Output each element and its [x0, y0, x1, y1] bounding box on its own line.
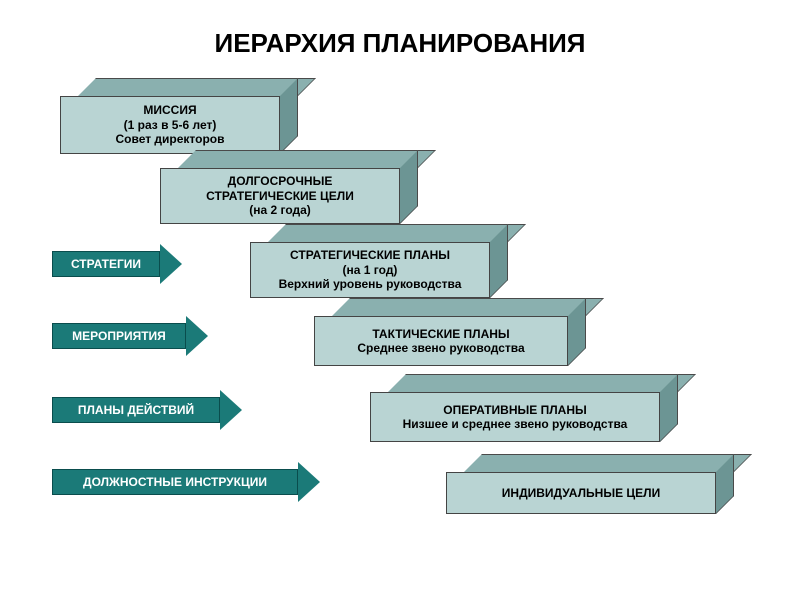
block-text-line: ТАКТИЧЕСКИЕ ПЛАНЫ: [372, 327, 509, 341]
block-top-face: [78, 78, 316, 96]
block-text-line: СТРАТЕГИЧЕСКИЕ ЦЕЛИ: [206, 189, 354, 203]
arrow-head-icon: [298, 462, 320, 502]
arrow-head-icon: [186, 316, 208, 356]
block-text-line: (на 2 года): [249, 203, 311, 217]
block-text-line: Совет директоров: [115, 132, 224, 146]
block-top-face: [388, 374, 696, 392]
block-individual: ИНДИВИДУАЛЬНЫЕ ЦЕЛИ: [446, 454, 734, 514]
block-text-line: СТРАТЕГИЧЕСКИЕ ПЛАНЫ: [290, 248, 450, 262]
block-text-line: Верхний уровень руководства: [279, 277, 462, 291]
block-operative: ОПЕРАТИВНЫЕ ПЛАНЫНизшее и среднее звено …: [370, 374, 678, 442]
arrow-head-icon: [220, 390, 242, 430]
block-front-face: МИССИЯ(1 раз в 5-6 лет)Совет директоров: [60, 96, 280, 154]
block-front-face: СТРАТЕГИЧЕСКИЕ ПЛАНЫ(на 1 год)Верхний ур…: [250, 242, 490, 298]
block-front-face: ТАКТИЧЕСКИЕ ПЛАНЫСреднее звено руководст…: [314, 316, 568, 366]
block-text-line: Среднее звено руководства: [357, 341, 524, 355]
block-text-line: МИССИЯ: [143, 103, 196, 117]
block-text-line: (1 раз в 5-6 лет): [124, 118, 217, 132]
arrow-label: ПЛАНЫ ДЕЙСТВИЙ: [52, 397, 220, 423]
block-mission: МИССИЯ(1 раз в 5-6 лет)Совет директоров: [60, 78, 298, 154]
arrow-events: МЕРОПРИЯТИЯ: [52, 316, 208, 356]
block-text-line: ИНДИВИДУАЛЬНЫЕ ЦЕЛИ: [502, 486, 660, 500]
block-top-face: [464, 454, 752, 472]
block-top-face: [178, 150, 436, 168]
block-front-face: ИНДИВИДУАЛЬНЫЕ ЦЕЛИ: [446, 472, 716, 514]
block-text-line: Низшее и среднее звено руководства: [403, 417, 628, 431]
arrow-label: СТРАТЕГИИ: [52, 251, 160, 277]
block-front-face: ОПЕРАТИВНЫЕ ПЛАНЫНизшее и среднее звено …: [370, 392, 660, 442]
arrow-strategies: СТРАТЕГИИ: [52, 244, 182, 284]
block-top-face: [332, 298, 604, 316]
block-top-face: [268, 224, 526, 242]
block-strategic: СТРАТЕГИЧЕСКИЕ ПЛАНЫ(на 1 год)Верхний ур…: [250, 224, 508, 298]
block-longterm: ДОЛГОСРОЧНЫЕСТРАТЕГИЧЕСКИЕ ЦЕЛИ(на 2 год…: [160, 150, 418, 224]
arrow-actionplans: ПЛАНЫ ДЕЙСТВИЙ: [52, 390, 242, 430]
arrow-jobinstr: ДОЛЖНОСТНЫЕ ИНСТРУКЦИИ: [52, 462, 320, 502]
block-front-face: ДОЛГОСРОЧНЫЕСТРАТЕГИЧЕСКИЕ ЦЕЛИ(на 2 год…: [160, 168, 400, 224]
page-title: ИЕРАРХИЯ ПЛАНИРОВАНИЯ: [0, 28, 800, 59]
arrow-label: МЕРОПРИЯТИЯ: [52, 323, 186, 349]
block-text-line: ДОЛГОСРОЧНЫЕ: [228, 174, 333, 188]
arrow-label: ДОЛЖНОСТНЫЕ ИНСТРУКЦИИ: [52, 469, 298, 495]
block-text-line: (на 1 год): [343, 263, 398, 277]
block-text-line: ОПЕРАТИВНЫЕ ПЛАНЫ: [443, 403, 586, 417]
arrow-head-icon: [160, 244, 182, 284]
block-tactical: ТАКТИЧЕСКИЕ ПЛАНЫСреднее звено руководст…: [314, 298, 586, 366]
